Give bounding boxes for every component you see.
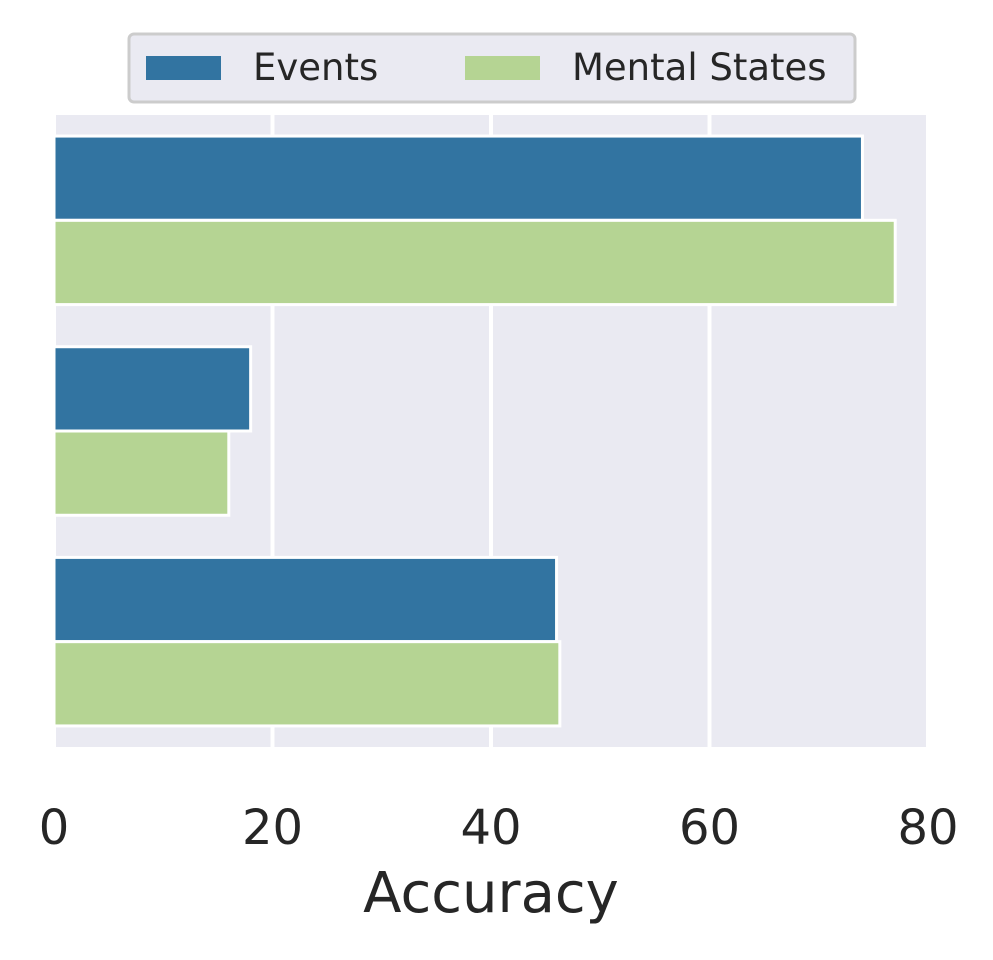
legend-swatch-mental-states xyxy=(465,56,540,80)
x-tick-label-40: 40 xyxy=(460,800,521,856)
x-tick-labels: 0 20 40 60 80 xyxy=(39,800,959,856)
bar-events-2 xyxy=(52,555,559,644)
legend: Events Mental States xyxy=(127,32,857,104)
x-tick-label-60: 60 xyxy=(679,800,740,856)
bar-events-0 xyxy=(52,134,864,222)
bar-mental-states-1 xyxy=(52,429,231,517)
legend-swatch-events xyxy=(146,56,221,80)
bar-events-1 xyxy=(52,345,253,433)
x-axis-label: Accuracy xyxy=(363,861,619,926)
bar-mental-states-2 xyxy=(52,640,562,728)
x-tick-label-20: 20 xyxy=(242,800,303,856)
x-tick-label-80: 80 xyxy=(897,800,958,856)
bars xyxy=(52,134,897,728)
legend-label-events: Events xyxy=(253,46,378,89)
legend-label-mental-states: Mental States xyxy=(572,46,827,89)
x-tick-label-0: 0 xyxy=(39,800,70,856)
bar-mental-states-0 xyxy=(52,218,897,307)
